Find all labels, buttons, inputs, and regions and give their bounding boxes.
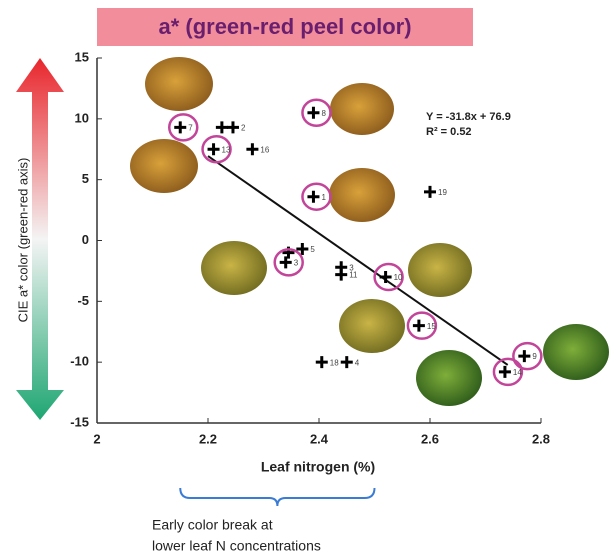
x-tick-label: 2: [93, 431, 100, 446]
highlight-circle: [273, 248, 304, 277]
r-squared: R² = 0.52: [426, 126, 472, 138]
point-label: 5: [310, 245, 315, 254]
point: [296, 243, 309, 256]
point-label: 14: [513, 368, 522, 377]
y-tick-label: 0: [82, 232, 89, 247]
x-tick-label: 2.6: [421, 431, 439, 446]
point: [307, 106, 320, 119]
point: [379, 271, 392, 283]
x-tick-label: 2.4: [310, 431, 329, 446]
point-label: 11: [349, 271, 358, 280]
title-box: [97, 8, 473, 46]
point-label: 2: [241, 123, 246, 132]
point: [226, 121, 239, 134]
point-label: 4: [355, 358, 360, 367]
point: [340, 356, 353, 369]
point-label: 8: [321, 109, 326, 118]
point: [335, 268, 348, 281]
point-label: 9: [532, 352, 537, 361]
y-axis-label: CIE a* color (green-red axis): [15, 158, 30, 323]
gradient-arrow: [16, 58, 64, 420]
annotation-bracket: [179, 487, 376, 507]
point-label: 18: [330, 358, 339, 367]
point: [215, 121, 228, 134]
point: [307, 190, 320, 203]
point-label: 3: [294, 259, 299, 268]
y-tick-label: 10: [75, 110, 89, 125]
trendline: [207, 155, 509, 366]
y-tick-label: -5: [77, 293, 89, 308]
y-tick-label: -10: [70, 354, 89, 369]
point: [424, 185, 436, 198]
point: [412, 319, 425, 332]
highlight-circle: [301, 98, 332, 127]
point-label: 19: [438, 188, 447, 197]
x-axis-label: Leaf nitrogen (%): [261, 459, 375, 475]
point: [246, 143, 259, 156]
highlight-circle: [512, 341, 543, 371]
annotation: lower leaf N concentrations: [152, 538, 321, 554]
x-tick-label: 2.2: [199, 431, 217, 446]
y-tick-label: -15: [70, 414, 89, 429]
highlight-circle: [168, 113, 199, 142]
point: [498, 365, 511, 378]
equation: Y = -31.8x + 76.9: [426, 111, 511, 123]
highlight-circle: [301, 182, 332, 211]
point: [207, 143, 220, 156]
point-label: 10: [394, 273, 403, 282]
point-label: 3: [349, 263, 354, 272]
point: [279, 256, 292, 269]
point-label: 16: [260, 145, 269, 154]
highlight-circle: [406, 311, 438, 340]
chart-title: a* (green-red peel color): [158, 14, 411, 39]
annotation: Early color break at: [152, 517, 273, 533]
point-label: 13: [222, 145, 231, 154]
point: [315, 356, 328, 369]
point-label: 15: [427, 322, 436, 331]
point-label: 7: [188, 123, 193, 132]
point: [174, 121, 187, 134]
fruit-photos: [130, 55, 609, 406]
y-tick-label: 15: [75, 49, 89, 64]
y-tick-label: 5: [82, 171, 89, 186]
highlight-circle: [201, 135, 232, 164]
x-tick-label: 2.8: [532, 431, 550, 446]
point-label: 1: [321, 193, 326, 202]
point: [518, 350, 531, 363]
highlight-circle: [492, 357, 524, 387]
highlight-circle: [373, 262, 404, 292]
